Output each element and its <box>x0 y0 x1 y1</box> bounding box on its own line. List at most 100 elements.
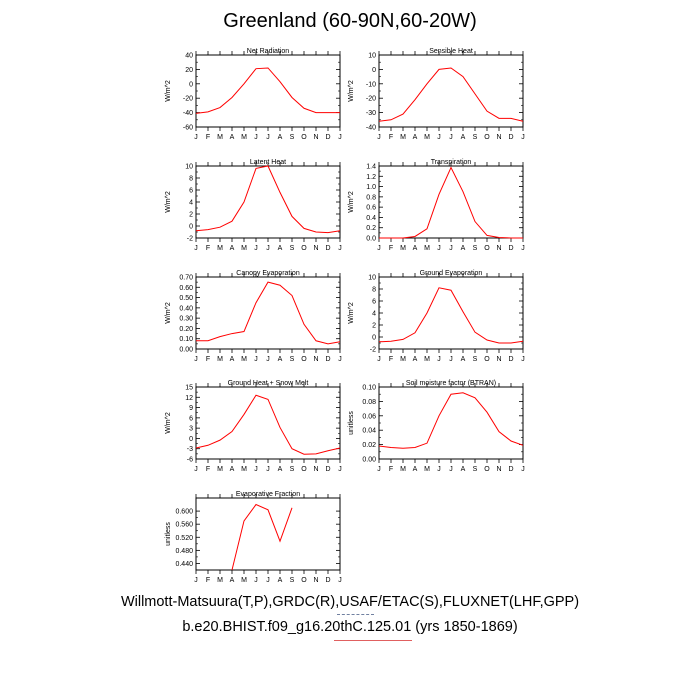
x-tick-label: S <box>473 245 478 252</box>
x-tick-label: F <box>206 134 210 141</box>
x-tick-label: J <box>254 134 258 141</box>
x-tick-label: D <box>508 245 513 252</box>
x-tick-label: D <box>325 245 330 252</box>
y-tick-label: 0 <box>189 436 193 443</box>
y-tick-label: 0.00 <box>179 347 193 354</box>
x-tick-label: F <box>389 134 393 141</box>
x-tick-label: S <box>290 466 295 473</box>
y-tick-label: 4 <box>372 311 376 318</box>
y-tick-label: 0.40 <box>179 305 193 312</box>
data-sources-caption: Willmott-Matsuura(T,P),GRDC(R),USAF/ETAC… <box>120 594 580 610</box>
x-tick-label: O <box>301 356 307 363</box>
y-tick-label: 2 <box>189 212 193 219</box>
x-tick-label: O <box>484 356 490 363</box>
x-tick-label: J <box>449 245 453 252</box>
x-tick-label: J <box>266 466 270 473</box>
y-axis-label: W/m^2 <box>348 191 355 213</box>
y-tick-label: -40 <box>366 125 376 132</box>
x-tick-label: M <box>241 466 247 473</box>
y-tick-label: 0.70 <box>179 275 193 282</box>
x-tick-label: D <box>325 356 330 363</box>
x-tick-label: F <box>389 245 393 252</box>
x-tick-label: J <box>437 466 441 473</box>
y-tick-label: 0.4 <box>366 215 376 222</box>
x-tick-label: A <box>461 466 466 473</box>
series-line <box>196 281 341 345</box>
y-tick-label: 0 <box>189 224 193 231</box>
x-tick-label: J <box>437 245 441 252</box>
y-tick-label: -10 <box>366 81 376 88</box>
y-tick-label: -3 <box>187 446 193 453</box>
x-tick-label: J <box>377 356 381 363</box>
y-tick-label: 0 <box>372 67 376 74</box>
x-tick-label: J <box>521 466 525 473</box>
x-tick-label: J <box>521 356 525 363</box>
x-tick-label: D <box>325 134 330 141</box>
y-tick-label: 1.4 <box>366 164 376 171</box>
x-tick-label: A <box>413 466 418 473</box>
x-tick-label: O <box>301 577 307 584</box>
x-tick-label: M <box>241 356 247 363</box>
y-tick-label: -40 <box>183 110 193 117</box>
y-tick-label: 0.560 <box>175 522 193 529</box>
x-tick-label: A <box>278 134 283 141</box>
y-tick-label: 10 <box>185 164 193 171</box>
y-tick-label: 1.2 <box>366 174 376 181</box>
plot-frame <box>195 497 341 571</box>
y-tick-label: -60 <box>183 125 193 132</box>
y-tick-label: 10 <box>368 53 376 60</box>
x-tick-label: S <box>473 466 478 473</box>
x-tick-label: J <box>254 577 258 584</box>
x-tick-label: J <box>266 134 270 141</box>
x-tick-label: N <box>496 356 501 363</box>
x-tick-label: J <box>521 134 525 141</box>
x-tick-label: F <box>206 466 210 473</box>
x-tick-label: A <box>413 134 418 141</box>
x-tick-label: M <box>424 245 430 252</box>
x-tick-label: J <box>449 356 453 363</box>
y-axis-label: unitless <box>165 522 172 546</box>
series-line <box>195 67 340 114</box>
x-tick-label: M <box>241 577 247 584</box>
page-title: Greenland (60-90N,60-20W) <box>223 10 477 32</box>
case-name-caption: b.e20.BHIST.f09_g16.20thC.125.01 (yrs 18… <box>182 619 518 635</box>
x-tick-label: D <box>508 466 513 473</box>
x-tick-label: J <box>437 134 441 141</box>
x-tick-label: M <box>217 134 223 141</box>
y-tick-label: 20 <box>185 67 193 74</box>
y-tick-label: 0.08 <box>362 399 376 406</box>
x-tick-label: D <box>325 577 330 584</box>
x-tick-label: A <box>278 356 283 363</box>
x-tick-label: J <box>338 134 342 141</box>
x-tick-label: J <box>194 245 198 252</box>
x-tick-label: M <box>217 577 223 584</box>
x-tick-label: O <box>484 245 490 252</box>
x-tick-label: S <box>473 134 478 141</box>
series-line <box>231 503 293 571</box>
series-line <box>379 166 523 239</box>
x-tick-label: J <box>254 356 258 363</box>
x-tick-label: J <box>377 245 381 252</box>
plot-frame <box>378 276 524 350</box>
x-tick-label: N <box>496 134 501 141</box>
y-tick-label: -2 <box>370 347 376 354</box>
y-tick-label: 6 <box>189 415 193 422</box>
y-tick-label: 3 <box>189 426 193 433</box>
x-tick-label: O <box>484 466 490 473</box>
y-tick-label: 0 <box>372 335 376 342</box>
decorative-underline <box>334 640 412 641</box>
x-tick-label: N <box>313 577 318 584</box>
x-tick-label: A <box>230 466 235 473</box>
y-tick-label: 0.02 <box>362 442 376 449</box>
x-tick-label: F <box>206 577 210 584</box>
y-tick-label: 12 <box>185 395 193 402</box>
x-tick-label: S <box>290 245 295 252</box>
x-tick-label: A <box>230 577 235 584</box>
x-tick-label: J <box>254 466 258 473</box>
x-tick-label: O <box>301 134 307 141</box>
x-tick-label: S <box>290 577 295 584</box>
y-tick-label: 40 <box>185 53 193 60</box>
x-tick-label: M <box>424 356 430 363</box>
plot-frame <box>378 54 524 128</box>
